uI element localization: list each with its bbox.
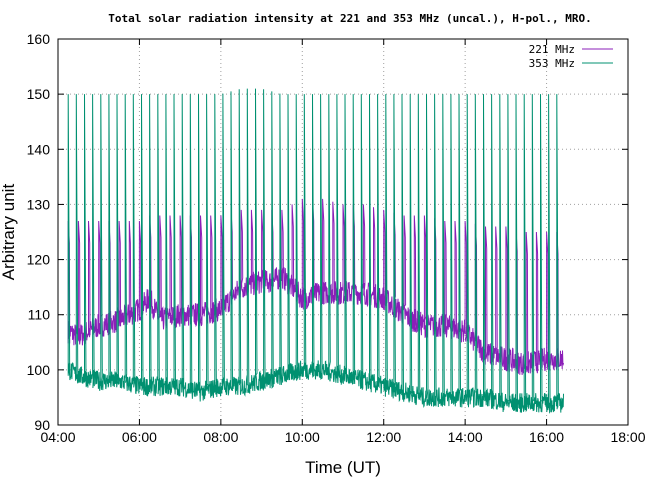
chart-title: Total solar radiation intensity at 221 a… — [108, 12, 591, 25]
legend: 221 MHz 353 MHz — [529, 43, 613, 70]
y-tick-label: 130 — [27, 196, 51, 212]
x-tick-label: 18:00 — [610, 429, 645, 445]
y-tick-label: 150 — [27, 86, 51, 102]
y-axis-label: Arbitrary unit — [0, 184, 18, 281]
y-tick-label: 90 — [34, 417, 50, 433]
series-line-353 — [67, 88, 564, 414]
x-tick-label: 06:00 — [122, 429, 157, 445]
x-tick-label: 10:00 — [285, 429, 320, 445]
axis-ticks: 04:00 06:00 08:00 10:00 12:00 14:00 16:00 18:00… — [27, 31, 646, 445]
y-tick-label: 120 — [27, 252, 51, 268]
y-tick-label: 140 — [27, 141, 51, 157]
x-tick-label: 04:00 — [40, 429, 75, 445]
legend-label-221: 221 MHz — [529, 43, 575, 56]
plot-frame — [57, 38, 629, 426]
legend-label-353: 353 MHz — [529, 57, 575, 70]
y-tick-label: 160 — [27, 31, 51, 47]
y-tick-label: 100 — [27, 362, 51, 378]
y-tick-label: 110 — [28, 307, 51, 323]
plot-area — [67, 88, 564, 414]
x-tick-label: 16:00 — [529, 429, 564, 445]
x-tick-label: 12:00 — [366, 429, 401, 445]
x-tick-label: 08:00 — [203, 429, 238, 445]
x-tick-label: 14:00 — [448, 429, 483, 445]
x-axis-label: Time (UT) — [305, 458, 381, 477]
